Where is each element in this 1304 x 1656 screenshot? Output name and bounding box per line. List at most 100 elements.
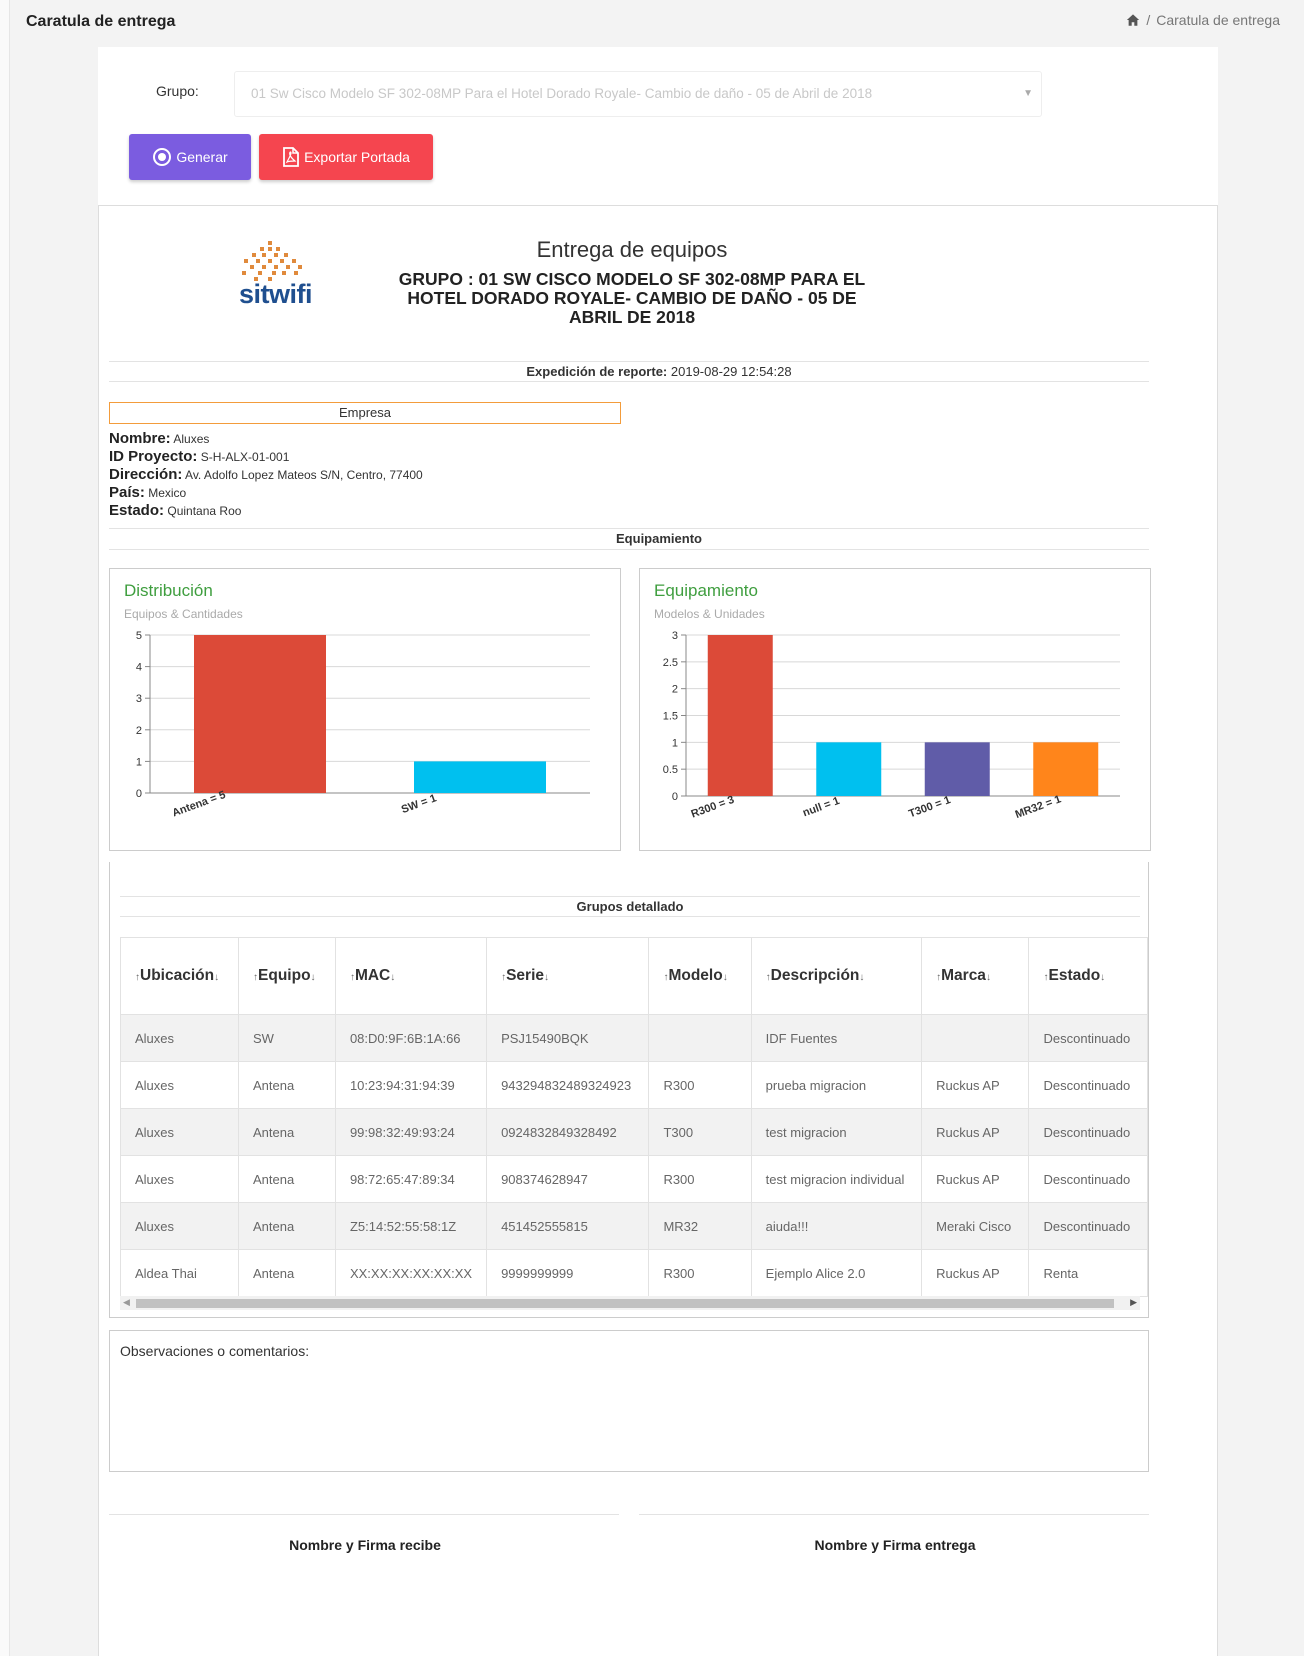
column-header-label: MAC [354, 967, 391, 984]
info-label: Nombre: [109, 430, 171, 447]
home-icon[interactable] [1126, 13, 1140, 27]
column-header[interactable]: ↑Modelo↓ [648, 937, 752, 1015]
column-header-label: Descripción [770, 967, 860, 984]
chart-subtitle: Equipos & Cantidades [124, 607, 243, 621]
info-value: S-H-ALX-01-001 [200, 450, 290, 464]
table-cell: Aluxes [119, 1155, 240, 1203]
logo-text: sitwifi [239, 279, 313, 309]
x-tick-label: MR32 = 1 [1014, 793, 1063, 821]
y-tick-label: 5 [136, 630, 142, 642]
table-cell: 08:D0:9F:6B:1A:66 [334, 1014, 488, 1062]
observaciones-box[interactable]: Observaciones o comentarios: [109, 1330, 1149, 1472]
info-label: País: [109, 484, 145, 501]
observaciones-label: Observaciones o comentarios: [120, 1343, 310, 1359]
table-cell: Ruckus AP [921, 1155, 1030, 1203]
table-cell: Renta [1028, 1249, 1148, 1297]
scroll-left-icon[interactable]: ◀ [123, 1297, 130, 1307]
table-row[interactable]: Aluxes Antena 98:72:65:47:89:34 90837462894… [119, 1155, 1148, 1203]
table-row[interactable]: Aluxes Antena 99:98:32:49:93:24 09248328493… [119, 1108, 1148, 1156]
y-tick-label: 2.5 [663, 657, 678, 669]
sort-asc-icon: ↑ [765, 972, 771, 983]
grupos-table-box: Grupos detallado ↑Ubicación↓ ↑Equipo↓ ↑MAC… [109, 862, 1149, 1318]
table-cell: Antena [238, 1249, 336, 1297]
table-cell: Antena [238, 1108, 336, 1156]
column-header-label: Ubicación [140, 967, 215, 984]
grupos-table: ↑Ubicación↓ ↑Equipo↓ ↑MAC↓ ↑Serie↓ ↑Modelo↓ ↑… [119, 937, 1148, 1297]
table-cell: Descontinuado [1028, 1108, 1148, 1156]
logo-dot [298, 265, 302, 269]
column-header[interactable]: ↑Ubicación↓ [119, 937, 240, 1015]
table-row[interactable]: Aluxes Antena 10:23:94:31:94:39 94329483248… [119, 1061, 1148, 1109]
y-tick-label: 0.5 [663, 764, 678, 776]
info-value: Aluxes [173, 432, 210, 446]
exportar-label: Exportar Portada [304, 149, 410, 165]
y-tick-label: 3 [672, 630, 678, 642]
info-nombre: Nombre: Aluxes [109, 430, 209, 447]
sort-desc-icon: ↓ [390, 972, 396, 983]
y-tick-label: 1 [672, 737, 678, 749]
y-tick-label: 0 [672, 791, 678, 803]
column-header[interactable]: ↑Equipo↓ [238, 937, 336, 1015]
table-cell [648, 1014, 752, 1062]
logo-dot [256, 259, 260, 263]
x-tick-label: SW = 1 [400, 792, 438, 816]
x-tick-label: Antena = 5 [171, 789, 228, 819]
grupo-select[interactable]: 01 Sw Cisco Modelo SF 302-08MP Para el H… [234, 71, 1042, 117]
firma-entrega: Nombre y Firma entrega [814, 1537, 976, 1553]
table-cell: test migracion individual [750, 1155, 923, 1203]
x-tick-label: R300 = 3 [690, 794, 736, 821]
sort-asc-icon: ↑ [253, 972, 259, 983]
table-cell: 10:23:94:31:94:39 [334, 1061, 488, 1109]
table-cell: MR32 [648, 1202, 752, 1250]
table-cell: Ruckus AP [921, 1108, 1030, 1156]
column-header[interactable]: ↑MAC↓ [334, 937, 488, 1015]
left-sidebar-strip [0, 0, 10, 1656]
dropdown-caret-icon: ▼ [1023, 88, 1033, 99]
table-row[interactable]: Aluxes Antena Z5:14:52:55:58:1Z 45145255581… [119, 1202, 1148, 1250]
logo-dot [292, 259, 296, 263]
logo-dot [274, 265, 278, 269]
bar [414, 761, 546, 793]
horizontal-scrollbar[interactable]: ◀ ▶ [120, 1296, 1140, 1310]
scrollbar-thumb[interactable] [136, 1299, 1114, 1308]
logo-dot [258, 271, 262, 275]
table-cell: 99:98:32:49:93:24 [334, 1108, 488, 1156]
divider [120, 896, 1140, 897]
y-tick-label: 2 [136, 725, 142, 737]
column-header[interactable]: ↑Marca↓ [921, 937, 1030, 1015]
column-header[interactable]: ↑Estado↓ [1028, 937, 1148, 1015]
table-cell [921, 1014, 1030, 1062]
info-value: Mexico [148, 486, 187, 500]
logo-dot [268, 247, 272, 251]
bar [707, 635, 773, 796]
table-cell: Antena [238, 1155, 336, 1203]
logo-dot [250, 265, 254, 269]
column-header[interactable]: ↑Serie↓ [486, 937, 650, 1015]
info-label: ID Proyecto: [109, 448, 198, 465]
generar-button[interactable]: Generar [129, 134, 251, 180]
equipamiento-chart: 0 0.5 1 1.5 2 2.5 3 R300 = 3 null = 1 T300 = 1 MR3… [663, 630, 1120, 821]
y-tick-label: 3 [136, 693, 142, 705]
logo-dot [294, 271, 298, 275]
expedicion-value: 2019-08-29 12:54:28 [670, 364, 792, 379]
info-pais: País: Mexico [109, 484, 186, 501]
column-header[interactable]: ↑Descripción↓ [750, 937, 923, 1015]
logo-dot [284, 253, 288, 257]
sort-desc-icon: ↓ [985, 972, 991, 983]
table-row[interactable]: Aldea Thai Antena XX:XX:XX:XX:XX:XX 9999999… [119, 1249, 1148, 1297]
logo-dot [268, 259, 272, 263]
info-direccion: Dirección: Av. Adolfo Lopez Mateos S/N, … [109, 466, 423, 483]
y-tick-label: 1 [136, 756, 142, 768]
sort-desc-icon: ↓ [1100, 972, 1106, 983]
table-cell: Ruckus AP [921, 1061, 1030, 1109]
x-tick-label: T300 = 1 [907, 794, 952, 820]
bar [1033, 742, 1099, 796]
table-row[interactable]: Aluxes SW 08:D0:9F:6B:1A:66 PSJ15490BQK IDF … [119, 1014, 1148, 1062]
info-value: Av. Adolfo Lopez Mateos S/N, Centro, 774… [185, 468, 423, 482]
sort-desc-icon: ↓ [722, 972, 728, 983]
exportar-portada-button[interactable]: Exportar Portada [259, 134, 433, 180]
scroll-right-icon[interactable]: ▶ [1130, 1297, 1137, 1307]
grupo-label: Grupo: [156, 83, 199, 99]
column-header-label: Modelo [668, 967, 723, 984]
breadcrumb-current: Caratula de entrega [1156, 12, 1280, 28]
